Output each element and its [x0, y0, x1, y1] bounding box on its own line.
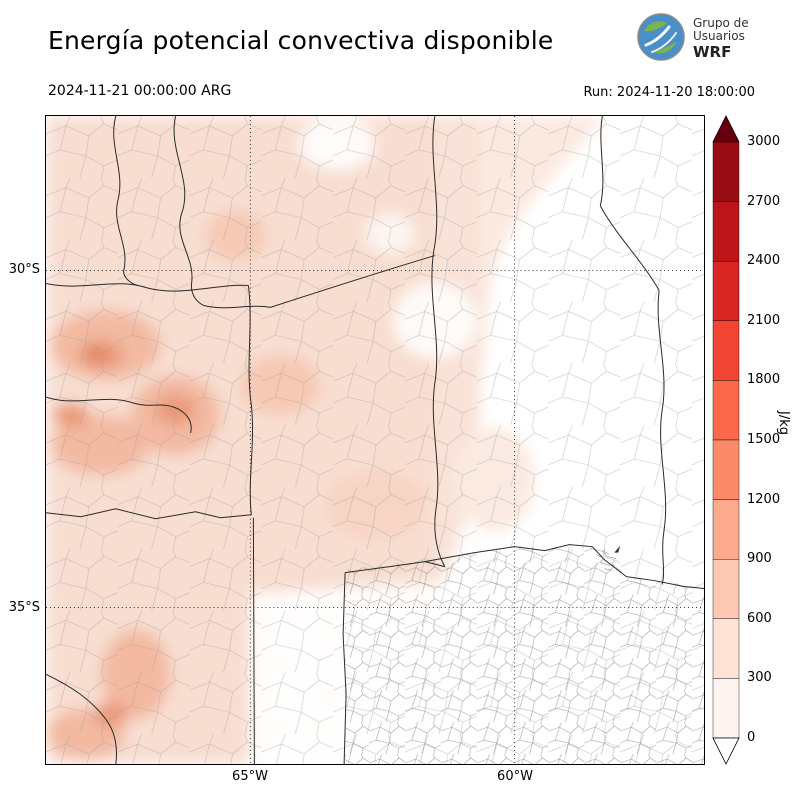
valid-time: 2024-11-21 00:00:00 ARG [48, 83, 232, 99]
lat-tick-35s: 35°S [8, 600, 40, 615]
logo-text-grupo: Grupo de [693, 15, 749, 30]
lat-tick-30s: 30°S [8, 262, 40, 277]
colorbar-tick: 1500 [747, 432, 781, 447]
map-frame [45, 115, 705, 765]
page-title: Energía potencial convectiva disponible [48, 26, 554, 55]
colorbar-segment [712, 141, 740, 202]
colorbar-segment [712, 499, 740, 560]
colorbar-segment [712, 201, 740, 262]
colorbar-tick: 3000 [747, 134, 781, 149]
colorbar-tick: 600 [747, 611, 772, 626]
colorbar-segment [712, 380, 740, 441]
colorbar-segment [712, 260, 740, 321]
graticule [46, 116, 704, 764]
logo-text-usuarios: Usuarios [693, 29, 745, 44]
colorbar-arrow-over [712, 115, 740, 143]
run-time: Run: 2024-11-20 18:00:00 [583, 85, 755, 100]
colorbar-unit-label: J/kg [776, 411, 791, 435]
wrf-logo: Grupo de Usuarios WRF [636, 12, 749, 66]
colorbar-segment [712, 439, 740, 500]
colorbar-tick: 2400 [747, 253, 781, 268]
globe-icon [636, 12, 686, 66]
colorbar-tick: 2100 [747, 313, 781, 328]
colorbar-segment [712, 320, 740, 381]
colorbar-tick: 1200 [747, 492, 781, 507]
colorbar: 3000 2700 2400 2100 1800 1500 1200 900 6… [712, 115, 800, 765]
colorbar-segment [712, 618, 740, 679]
lon-tick-60w: 60°W [497, 769, 533, 784]
city-cluster [596, 550, 617, 571]
logo-text-wrf: WRF [693, 43, 732, 62]
colorbar-segment [712, 559, 740, 620]
colorbar-tick: 300 [747, 670, 772, 685]
colorbar-tick: 1800 [747, 372, 781, 387]
map-canvas [45, 115, 705, 765]
colorbar-tick: 0 [747, 730, 756, 745]
colorbar-arrow-under [712, 737, 740, 765]
colorbar-tick: 900 [747, 551, 772, 566]
colorbar-tick: 2700 [747, 194, 781, 209]
colorbar-segment [712, 678, 740, 739]
buenos-aires-departments [345, 546, 704, 764]
lon-tick-65w: 65°W [232, 769, 268, 784]
